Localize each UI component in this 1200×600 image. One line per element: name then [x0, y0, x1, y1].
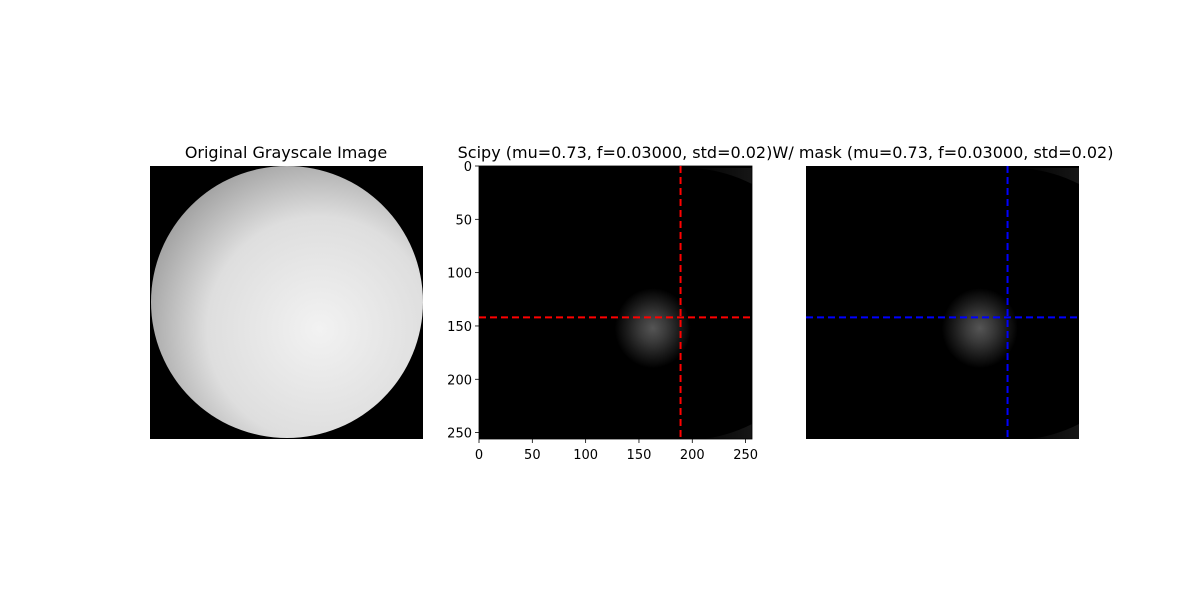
- sphere: [151, 166, 423, 438]
- x-tick-label: 250: [733, 448, 758, 463]
- scipy-image-background: [479, 166, 752, 439]
- x-tick-label: 200: [680, 448, 705, 463]
- panel-scipy-title: Scipy (mu=0.73, f=0.03000, std=0.02): [458, 143, 773, 162]
- panel-original: Original Grayscale Image: [150, 143, 423, 439]
- y-tick-label: 250: [447, 427, 472, 442]
- x-tick-label: 150: [627, 448, 652, 463]
- scipy-axes-frame: [478, 165, 753, 440]
- x-tick-label: 0: [475, 448, 483, 463]
- y-tick-label: 100: [447, 267, 472, 282]
- scipy-blob: [614, 288, 691, 369]
- x-tick-label: 100: [573, 448, 598, 463]
- y-tick-label: 200: [447, 373, 472, 388]
- x-tick-label: 50: [524, 448, 541, 463]
- panel-scipy: Scipy (mu=0.73, f=0.03000, std=0.02) 0 50…: [447, 143, 773, 463]
- y-tick-label: 0: [464, 160, 472, 175]
- panel-mask: W/ mask (mu=0.73, f=0.03000, std=0.02): [773, 143, 1114, 439]
- panel-original-title: Original Grayscale Image: [185, 143, 387, 162]
- mask-image-background: [806, 166, 1079, 439]
- panel-mask-title: W/ mask (mu=0.73, f=0.03000, std=0.02): [773, 143, 1114, 162]
- y-tick-label: 150: [447, 320, 472, 335]
- mask-blob: [941, 288, 1018, 369]
- y-tick-label: 50: [455, 213, 472, 228]
